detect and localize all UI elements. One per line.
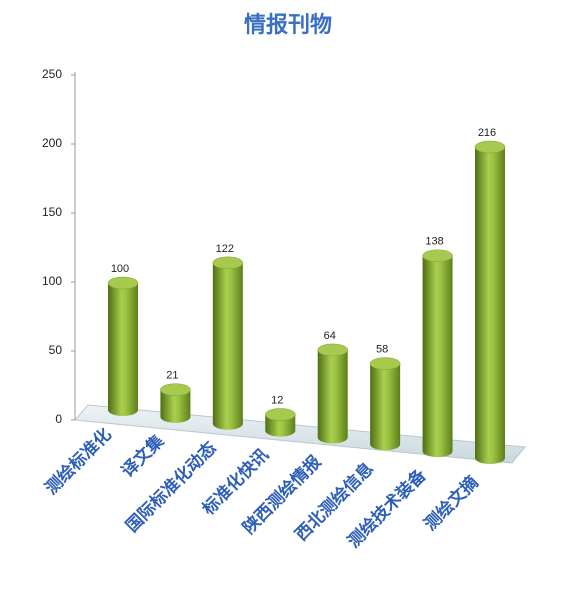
bar-top bbox=[160, 383, 191, 396]
bar-top bbox=[212, 256, 244, 270]
bar bbox=[212, 262, 243, 430]
bar bbox=[475, 146, 505, 464]
y-tick-label: 100 bbox=[42, 274, 62, 288]
bar bbox=[265, 414, 296, 437]
value-label: 12 bbox=[271, 394, 283, 406]
bar-top bbox=[107, 276, 139, 290]
y-tick-label: 0 bbox=[55, 412, 62, 426]
y-tick-label: 150 bbox=[42, 205, 62, 219]
chart-title: 情报刊物 bbox=[244, 12, 332, 37]
bar-top bbox=[317, 343, 348, 357]
bar-top bbox=[422, 249, 453, 263]
x-tick-label: 测绘标准化 bbox=[41, 424, 115, 498]
bar-top bbox=[474, 140, 506, 154]
y-tick-label: 250 bbox=[42, 67, 62, 81]
value-label: 64 bbox=[324, 330, 336, 342]
bar bbox=[422, 255, 453, 458]
y-tick-label: 50 bbox=[49, 343, 63, 357]
y-tick-label: 200 bbox=[42, 136, 62, 150]
bar-top bbox=[369, 357, 401, 370]
plot: 050100150200250100测绘标准化21译文集122国际标准化动态12… bbox=[41, 67, 506, 551]
bar bbox=[317, 349, 348, 444]
bar-top bbox=[265, 408, 296, 421]
value-label: 58 bbox=[376, 343, 388, 355]
value-label: 100 bbox=[111, 263, 129, 275]
bar bbox=[160, 389, 191, 423]
x-tick-label: 译文集 bbox=[117, 430, 168, 481]
value-label: 138 bbox=[425, 236, 443, 248]
value-label: 122 bbox=[216, 243, 234, 255]
bar bbox=[108, 283, 138, 416]
bar bbox=[370, 363, 401, 451]
x-tick-label: 测绘文摘 bbox=[420, 472, 482, 534]
value-label: 216 bbox=[478, 127, 496, 139]
value-label: 21 bbox=[166, 370, 178, 382]
